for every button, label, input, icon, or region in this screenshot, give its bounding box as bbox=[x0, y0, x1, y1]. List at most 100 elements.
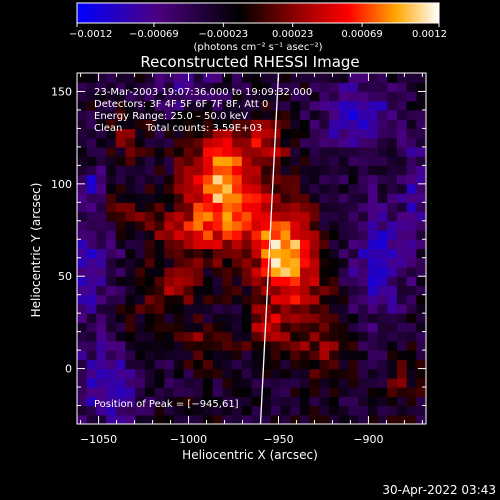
heatmap-cell bbox=[241, 285, 253, 296]
heatmap-cell bbox=[154, 396, 165, 407]
heatmap-cell bbox=[86, 303, 97, 314]
heatmap-cell bbox=[280, 174, 291, 185]
heatmap-cell bbox=[183, 100, 194, 111]
heatmap-cell bbox=[193, 137, 204, 148]
heatmap-cell bbox=[406, 239, 417, 250]
heatmap-cell bbox=[203, 100, 214, 111]
heatmap-cell bbox=[144, 174, 156, 185]
heatmap-cell bbox=[358, 202, 369, 213]
heatmap-cell bbox=[338, 193, 350, 203]
heatmap-cell bbox=[86, 128, 97, 139]
heatmap-cell bbox=[203, 73, 214, 83]
heatmap-cell bbox=[173, 294, 185, 305]
heatmap-cell bbox=[358, 239, 369, 250]
heatmap-cell bbox=[251, 331, 262, 342]
heatmap-cell bbox=[329, 303, 340, 314]
heatmap-cell bbox=[115, 350, 127, 360]
heatmap-cell bbox=[241, 165, 253, 176]
heatmap-cell bbox=[203, 248, 214, 259]
heatmap-cell bbox=[212, 285, 224, 296]
y-tick-label: 150 bbox=[51, 85, 72, 98]
heatmap-cell bbox=[280, 73, 291, 83]
heatmap-cell bbox=[396, 257, 408, 268]
heatmap-cell bbox=[338, 257, 350, 268]
heatmap-cell bbox=[193, 128, 204, 139]
heatmap-cell bbox=[406, 322, 417, 333]
heatmap-cell bbox=[241, 193, 253, 203]
heatmap-cell bbox=[348, 211, 359, 222]
heatmap-cell bbox=[309, 202, 320, 213]
heatmap-cell bbox=[338, 248, 350, 259]
heatmap-cell bbox=[358, 303, 369, 314]
heatmap-cell bbox=[270, 414, 282, 424]
heatmap-cell bbox=[115, 396, 127, 407]
heatmap-cell bbox=[125, 303, 136, 314]
heatmap-cell bbox=[96, 257, 107, 268]
heatmap-cell bbox=[115, 276, 127, 287]
heatmap-cell bbox=[377, 414, 388, 424]
heatmap-cell bbox=[183, 276, 194, 287]
heatmap-cell bbox=[338, 414, 350, 424]
heatmap-cell bbox=[193, 414, 204, 424]
x-axis: −1050 −1000 −950 −900 bbox=[80, 73, 423, 446]
heatmap-cell bbox=[358, 313, 369, 323]
heatmap-cell bbox=[144, 313, 156, 323]
heatmap-cell bbox=[193, 146, 204, 157]
heatmap-cell bbox=[348, 266, 359, 277]
heatmap-cell bbox=[406, 146, 417, 157]
heatmap-cell bbox=[183, 183, 194, 194]
heatmap-cell bbox=[416, 100, 426, 111]
heatmap-cell bbox=[222, 91, 233, 102]
heatmap-cell bbox=[212, 91, 224, 102]
heatmap-cell bbox=[232, 82, 243, 93]
heatmap-cell bbox=[164, 294, 175, 305]
heatmap-cell bbox=[319, 359, 330, 370]
heatmap-cell bbox=[193, 340, 204, 351]
heatmap-cell bbox=[115, 322, 127, 333]
heatmap-cell bbox=[299, 294, 311, 305]
heatmap-cell bbox=[299, 156, 311, 166]
heatmap-cell bbox=[280, 405, 291, 416]
heatmap-cell bbox=[367, 146, 379, 157]
heatmap-cell bbox=[290, 220, 301, 231]
heatmap-cell bbox=[193, 193, 204, 203]
heatmap-cell bbox=[348, 174, 359, 185]
heatmap-cell bbox=[183, 109, 194, 120]
heatmap-cell bbox=[154, 303, 165, 314]
heatmap-cell bbox=[416, 202, 426, 213]
heatmap-cell bbox=[183, 359, 194, 370]
heatmap-cell bbox=[125, 248, 136, 259]
heatmap-cell bbox=[203, 276, 214, 287]
heatmap-cell bbox=[377, 239, 388, 250]
heatmap-cell bbox=[367, 202, 379, 213]
heatmap-cell bbox=[212, 340, 224, 351]
heatmap-cell bbox=[329, 396, 340, 407]
heatmap-cell bbox=[77, 202, 88, 213]
heatmap-cell bbox=[212, 230, 224, 240]
heatmap-cell bbox=[154, 331, 165, 342]
heatmap-cell bbox=[299, 128, 311, 139]
heatmap-cell bbox=[348, 313, 359, 323]
heatmap-cell bbox=[280, 156, 291, 166]
heatmap-cell bbox=[299, 322, 311, 333]
heatmap-cell bbox=[222, 331, 233, 342]
heatmap-cell bbox=[154, 137, 165, 148]
heatmap-cell bbox=[406, 303, 417, 314]
heatmap-cell bbox=[232, 331, 243, 342]
heatmap-cell bbox=[387, 165, 398, 176]
heatmap-cell bbox=[338, 119, 350, 130]
heatmap-cell bbox=[319, 368, 330, 379]
heatmap-cell bbox=[309, 405, 320, 416]
heatmap-cell bbox=[193, 183, 204, 194]
heatmap-cell bbox=[387, 248, 398, 259]
heatmap-cell bbox=[144, 202, 156, 213]
heatmap-cell bbox=[154, 109, 165, 120]
heatmap-cell bbox=[203, 285, 214, 296]
heatmap-cell bbox=[125, 387, 136, 397]
heatmap-cell bbox=[125, 294, 136, 305]
heatmap-cell bbox=[164, 220, 175, 231]
heatmap-cell bbox=[367, 119, 379, 130]
heatmap-cell bbox=[77, 211, 88, 222]
heatmap-cell bbox=[251, 313, 262, 323]
heatmap-cell bbox=[251, 165, 262, 176]
